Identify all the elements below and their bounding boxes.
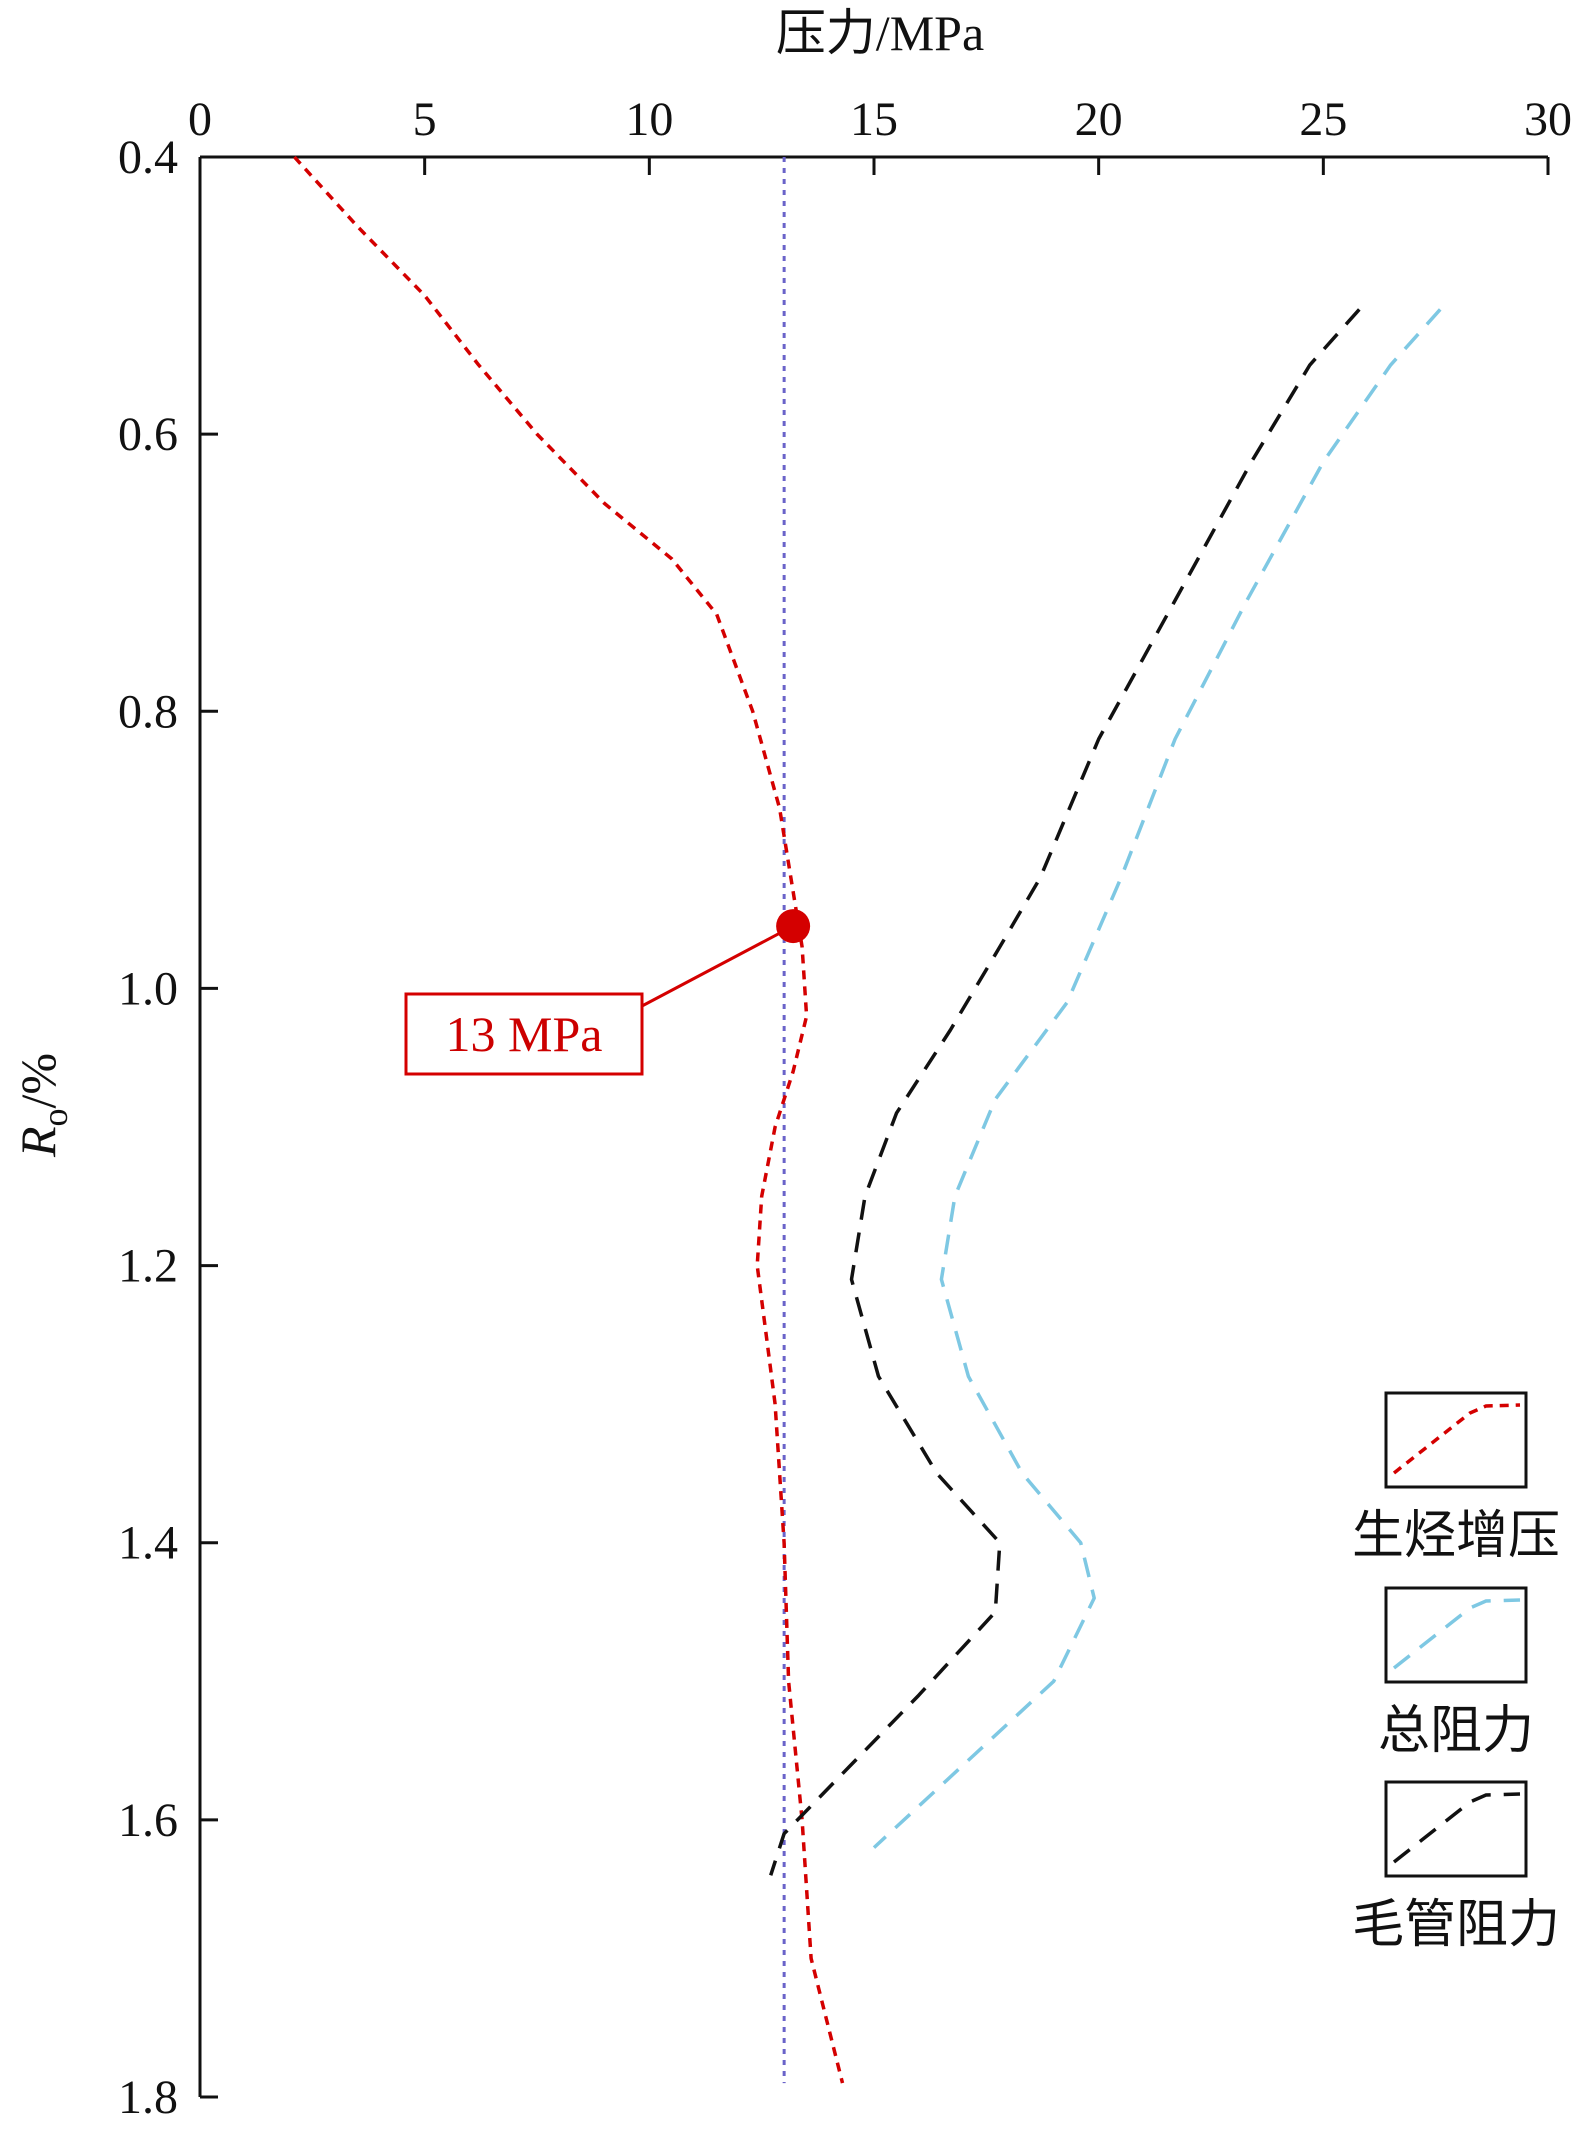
legend-box-1: [1384, 1586, 1528, 1684]
annotation-label: 13 MPa: [446, 1006, 603, 1062]
x-tick-label: 5: [413, 93, 437, 146]
legend-label-1: 总阻力: [1378, 1703, 1534, 1760]
legend-swatch-2: [1392, 1792, 1521, 1864]
legend-box-0: [1384, 1391, 1528, 1489]
y-axis-title-sub: o: [35, 1109, 75, 1127]
annotation-layer: 13 MPa: [404, 909, 811, 1076]
annotation-marker: [776, 909, 811, 944]
legend-swatch-1: [1392, 1598, 1521, 1670]
y-tick-label: 1.6: [118, 1794, 178, 1847]
y-tick-label: 0.4: [118, 131, 178, 184]
x-tick-label: 10: [625, 93, 673, 146]
x-tick-label: 15: [850, 93, 898, 146]
annotation-leader: [641, 924, 794, 1008]
y-axis-title-main: R: [10, 1127, 66, 1159]
y-tick-label: 1.8: [118, 2071, 178, 2124]
series-line-0: [293, 155, 845, 2084]
legend-swatch-0: [1392, 1403, 1521, 1475]
legend-box-2: [1384, 1780, 1528, 1878]
y-axis-title: Ro/%: [10, 1053, 75, 1158]
y-tick-label: 0.6: [118, 408, 178, 461]
y-tick-label: 1.4: [118, 1517, 178, 1570]
x-tick-label: 20: [1075, 93, 1123, 146]
legend-label-0: 生烃增压: [1352, 1508, 1560, 1565]
x-tick-label: 25: [1299, 93, 1347, 146]
axes: 0 5 10 15 20 25 30 0.4 0.6 0.8 1.0 1.2 1.4 1.6 1.8: [118, 93, 1572, 2124]
legend-label-2: 毛管阻力: [1352, 1897, 1560, 1954]
y-tick-label: 1.0: [118, 962, 178, 1015]
annotation-box: [404, 992, 644, 1076]
y-axis-title-unit: /%: [10, 1053, 66, 1109]
series-line-1: [872, 308, 1442, 1849]
x-tick-label: 30: [1524, 93, 1572, 146]
y-tick-label: 0.8: [118, 685, 178, 738]
x-axis-title: 压力/MPa: [776, 5, 984, 61]
y-tick-label: 1.2: [118, 1240, 178, 1293]
series-line-2: [769, 308, 1361, 1876]
series-layer: [293, 155, 1442, 2084]
x-tick-label: 0: [188, 93, 212, 146]
